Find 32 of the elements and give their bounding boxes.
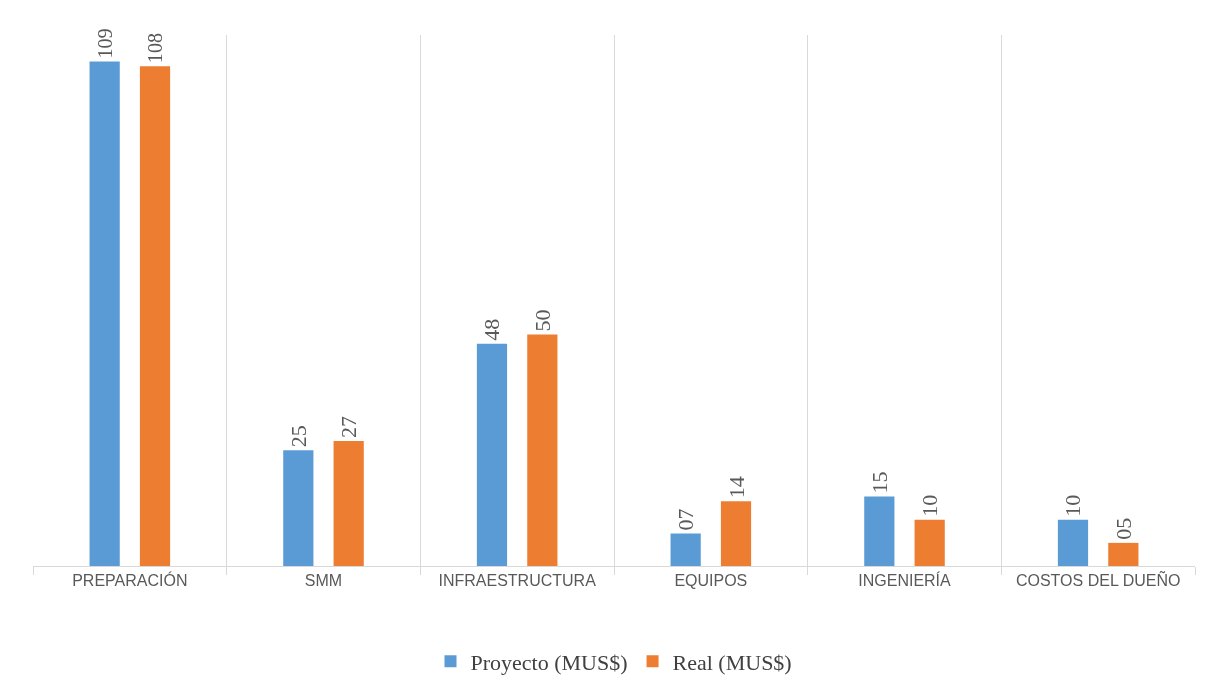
data-label: 48	[479, 318, 505, 341]
data-label: 109	[93, 28, 116, 59]
bar	[333, 441, 364, 566]
legend-label: Real (MUS$)	[672, 649, 792, 675]
bar	[1108, 542, 1139, 566]
data-label: 14	[723, 476, 749, 499]
x-tick-label: INFRAESTRUCTURA	[438, 572, 597, 590]
bar	[914, 519, 945, 566]
x-tick-label: EQUIPOS	[674, 572, 748, 590]
x-tick-label: SMM	[304, 572, 343, 590]
bar	[283, 450, 314, 566]
bar	[476, 343, 508, 566]
bar	[89, 61, 120, 566]
x-tick-label: PREPARACIÓN	[72, 571, 188, 590]
data-label: 25	[285, 425, 311, 448]
x-tick-label: COSTOS DEL DUEÑO	[1015, 570, 1181, 590]
data-label: 10	[917, 494, 943, 517]
data-label: 05	[1110, 517, 1136, 540]
data-label: 108	[143, 32, 166, 64]
data-label: 50	[529, 309, 555, 332]
data-label: 15	[866, 471, 892, 494]
data-label: 27	[336, 416, 362, 439]
data-label: 07	[673, 508, 699, 531]
x-tick-label: INGENIERÍA	[858, 571, 952, 590]
bar	[1057, 519, 1089, 566]
bar	[670, 533, 701, 566]
bar	[139, 66, 171, 566]
bar	[864, 496, 895, 566]
bar	[527, 334, 558, 566]
bar	[720, 501, 752, 566]
data-label: 10	[1060, 494, 1086, 517]
legend-label: Proyecto (MUS$)	[470, 649, 628, 675]
